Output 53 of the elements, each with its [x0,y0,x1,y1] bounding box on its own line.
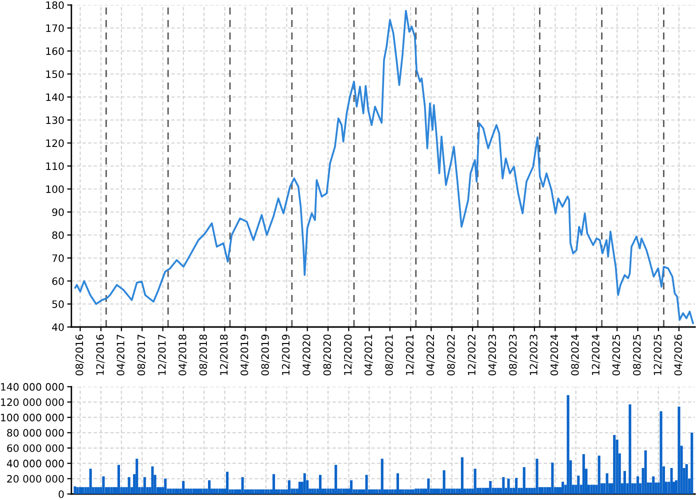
x-tick-label: 08/2017 [137,334,146,376]
y-tick-label: 120 000 000 [1,398,64,406]
y-tick-label: 120 [46,139,64,147]
x-tick-label: 08/2016 [75,334,84,376]
x-tick-label: 12/2019 [282,334,290,375]
x-tick-label: 04/2024 [550,334,559,376]
y-tick-label: 50 [52,300,64,308]
x-tick-label: 12/2018 [220,334,228,375]
x-tick-label: 08/2021 [385,334,394,376]
x-tick-label: 12/2024 [592,334,600,375]
x-tick-label: 12/2017 [158,334,167,375]
x-tick-label: 04/2019 [240,334,249,376]
y-tick-label: 60 [52,277,64,285]
x-tick-label: 08/2023 [509,334,518,376]
x-tick-label: 04/2026 [674,334,683,376]
x-tick-label: 08/2024 [571,334,580,376]
x-tick-label: 08/2022 [447,334,456,376]
x-tick-label: 04/2021 [364,334,373,376]
y-tick-label: 80 000 000 [7,429,64,437]
x-tick-label: 12/2016 [96,334,105,375]
y-tick-label: 110 [46,162,64,170]
x-tick-label: 04/2023 [488,334,497,376]
x-tick-label: 12/2020 [344,334,352,375]
x-tick-label: 08/2025 [633,334,642,376]
x-tick-label: 08/2019 [261,334,270,376]
y-tick-label: 100 [46,185,64,193]
y-tick-label: 20 000 000 [7,475,64,483]
x-tick-label: 12/2023 [530,334,538,375]
y-tick-label: 180 [46,1,64,9]
y-tick-label: 100 000 000 [1,414,64,422]
x-tick-label: 04/2018 [178,334,188,376]
x-tick-label: 04/2025 [612,334,621,376]
y-tick-label: 80 [52,231,64,239]
y-tick-label: 160 [46,47,64,55]
x-tick-label: 08/2018 [199,334,208,376]
y-tick-label: 140 [46,93,64,101]
y-tick-label: 40 000 000 [6,460,64,468]
y-tick-label: 130 [46,116,64,124]
y-tick-label: 0 [58,490,64,498]
x-tick-label: 04/2020 [302,334,312,376]
x-tick-label: 08/2020 [323,334,332,376]
x-tick-label: 12/2022 [468,334,476,375]
x-tick-label: 12/2025 [654,334,662,375]
y-tick-label: 90 [52,208,64,216]
y-tick-label: 140 000 000 [1,383,64,391]
x-tick-label: 12/2021 [406,334,414,375]
x-tick-label: 04/2022 [426,334,435,376]
y-tick-label: 40 [52,323,64,331]
y-tick-label: 70 [52,254,64,262]
y-tick-label: 170 [46,24,64,32]
y-tick-label: 60 000 000 [7,444,64,452]
y-tick-label: 150 [46,70,64,78]
x-tick-label: 04/2017 [116,334,126,376]
